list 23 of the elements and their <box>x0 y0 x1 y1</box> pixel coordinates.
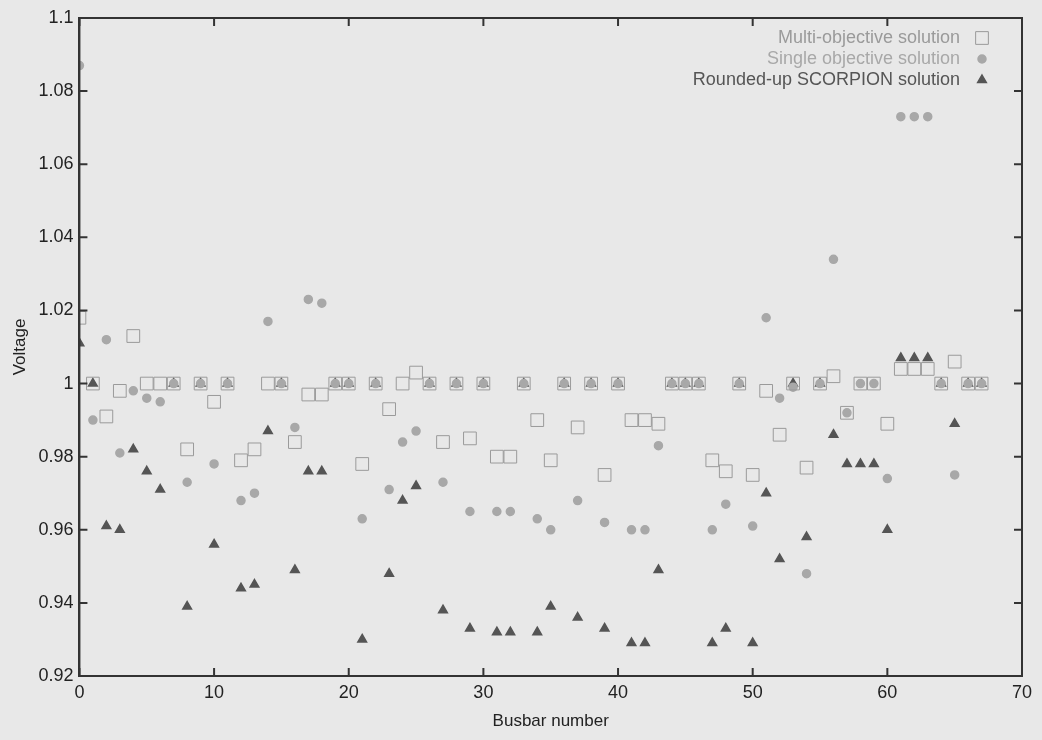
x-tick-label: 30 <box>473 681 494 702</box>
y-tick-label: 0.94 <box>38 591 74 612</box>
x-tick-label: 40 <box>608 681 629 702</box>
legend-label: Single objective solution <box>766 47 960 68</box>
x-tick-label: 20 <box>338 681 359 702</box>
y-tick-label: 1.1 <box>48 6 74 27</box>
x-tick-label: 0 <box>74 681 85 702</box>
y-tick-label: 0.98 <box>38 445 74 466</box>
y-tick-label: 1.08 <box>38 80 74 101</box>
y-tick-label: 1.06 <box>38 153 74 174</box>
x-tick-label: 70 <box>1011 681 1033 702</box>
y-axis-title: Voltage <box>9 318 29 376</box>
y-tick-label: 1 <box>63 372 74 393</box>
y-tick-label: 1.04 <box>38 226 74 247</box>
y-tick-label: 0.96 <box>38 518 74 539</box>
y-tick-label: 1.02 <box>38 299 74 320</box>
x-tick-label: 60 <box>877 681 898 702</box>
y-tick-label: 0.92 <box>38 664 74 685</box>
legend-label: Multi-objective solution <box>777 26 960 47</box>
x-axis-title: Busbar number <box>492 711 610 731</box>
legend-label: Rounded-up SCORPION solution <box>692 68 960 89</box>
x-tick-label: 50 <box>742 681 763 702</box>
x-tick-label: 10 <box>204 681 225 702</box>
